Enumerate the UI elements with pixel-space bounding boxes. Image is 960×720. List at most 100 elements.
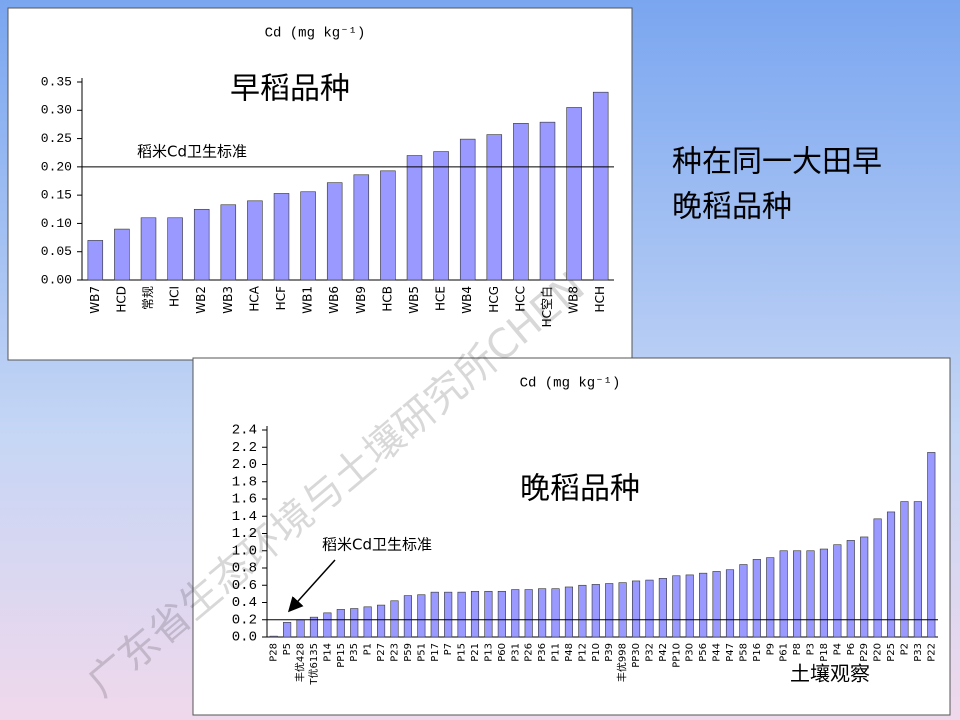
y-tick-label: 2.0 [232,457,257,473]
bar [793,550,802,638]
y-tick-label: 0.25 [41,131,72,146]
x-tick-label: P25 [886,643,897,662]
x-tick-label: P11 [551,643,562,662]
bar [672,575,681,638]
bar [873,518,882,638]
x-tick-label: HCF [274,286,288,310]
bar [323,612,332,638]
bar [846,540,855,638]
chart-title: Cd (mg kg⁻¹) [265,26,366,42]
bar [353,174,370,281]
bar [486,134,503,281]
bar [296,619,305,638]
x-tick-label: P47 [725,643,736,662]
x-tick-label: P44 [712,643,723,662]
bar [833,544,842,638]
bar [140,217,157,281]
x-tick-label: HCC [513,286,527,312]
y-tick-label: 1.6 [232,492,257,508]
bar [459,138,476,281]
bar [390,600,399,638]
x-tick-label: P27 [376,643,387,662]
x-tick-label: PP30 [631,643,642,668]
x-tick-label: P35 [349,643,360,662]
annotation: 早稻品种 [230,72,350,107]
x-tick-label: PP15 [336,643,347,668]
x-tick-label: P30 [685,643,696,662]
x-tick-label: P7 [443,643,454,655]
bar [309,616,319,638]
y-tick-label: 0.30 [41,103,72,118]
x-tick-label: P61 [779,643,790,662]
x-tick-label: P59 [403,643,414,662]
x-tick-label: WB3 [221,286,235,314]
y-tick-label: 0.05 [41,244,72,259]
x-tick-label: P29 [859,643,870,662]
y-tick-label: 0.15 [41,188,72,203]
x-tick-label: P58 [738,643,749,662]
x-tick-label: P10 [591,643,602,662]
caption: 种在同一大田早 [672,145,882,180]
x-tick-label: HCG [487,286,501,313]
bar [539,121,556,281]
bar [592,91,609,281]
bar [564,586,574,638]
bar [457,591,466,638]
y-tick-label: 2.2 [232,440,257,456]
x-tick-label: P12 [577,643,588,662]
bar [167,217,183,281]
x-tick-label: 常规 [140,286,155,310]
standard-label: 稻米Cd卫生标准 [137,143,247,161]
bar [752,559,761,638]
bar [631,580,641,638]
x-tick-label: P2 [899,643,910,655]
x-tick-label: P36 [537,643,548,662]
x-tick-label: P6 [846,643,857,655]
bar [618,582,627,638]
x-tick-label: P15 [457,643,468,662]
bar [433,151,449,281]
bar [900,501,909,638]
x-tick-label: HC空白 [539,286,554,327]
x-tick-label: P5 [282,643,293,655]
bar [524,589,533,638]
bar [269,635,278,638]
x-tick-label: 丰优428 [294,643,307,682]
arrow [287,559,336,613]
x-tick-label: PP10 [671,643,682,668]
x-tick-label: P14 [322,643,333,662]
bar [712,571,721,638]
x-tick-label: P1 [363,643,374,655]
y-tick-label: 1.0 [232,543,257,559]
x-tick-label: P42 [658,643,669,662]
bar [886,511,896,638]
x-tick-label: P56 [698,643,709,662]
x-tick-label: P22 [926,643,937,662]
bar [484,590,493,638]
bar [511,589,520,638]
x-tick-label: P3 [806,643,817,655]
y-tick-label: 1.2 [232,526,257,542]
y-tick-label: 0.00 [41,272,72,287]
bar [444,591,453,638]
x-tick-label: 丰优998 [616,643,629,682]
bar [566,107,582,281]
x-tick-label: WB2 [194,286,208,314]
x-tick-label: WB5 [407,286,421,314]
bar [363,606,372,638]
bar [739,564,748,638]
bar [819,548,828,638]
x-tick-label: P8 [792,643,803,655]
bar [725,569,735,638]
bar [406,155,423,281]
x-tick-label: HCH [593,286,607,312]
bar [645,579,654,638]
bar [193,208,210,281]
x-tick-label: HCA [247,285,261,311]
bar [766,557,775,638]
bar [87,240,104,281]
bar [417,594,426,638]
bar [430,591,439,638]
x-tick-label: WB6 [327,286,341,314]
x-tick-label: P16 [752,643,763,662]
